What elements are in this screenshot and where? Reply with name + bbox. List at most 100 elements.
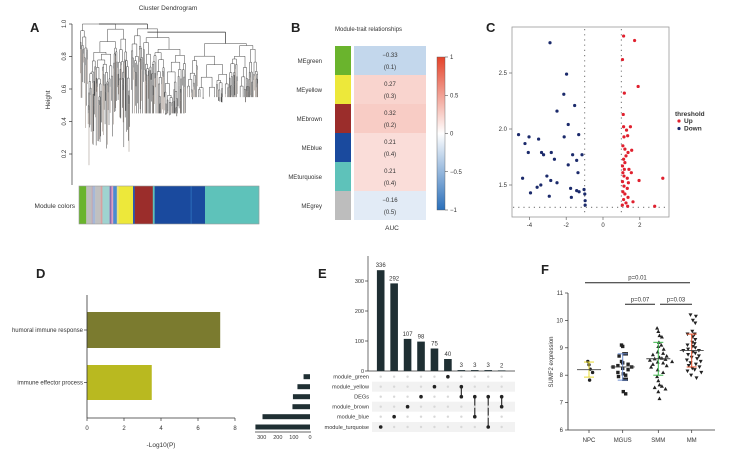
intersection-value-label: 75: [431, 342, 438, 348]
panel-d-enrichment-bars: humoral immune response immune effector p…: [12, 295, 237, 449]
bar: [87, 365, 152, 400]
matrix-dot-inactive: [460, 415, 463, 418]
heatmap-row: MEturquoise 0.21 (0.4): [288, 162, 426, 191]
module-color-segment: [113, 186, 117, 224]
data-point: [580, 153, 584, 157]
data-point: [616, 363, 620, 368]
matrix-dot-inactive: [460, 405, 463, 408]
data-point: [625, 186, 629, 190]
matrix-dot-inactive: [487, 415, 490, 418]
data-point: [621, 344, 625, 349]
data-point: [624, 154, 628, 158]
y-tick-label: 6: [560, 428, 564, 434]
correlation-value: 0.27: [384, 82, 396, 88]
data-point: [621, 389, 625, 394]
legend-marker: [677, 119, 681, 123]
set-label: module_blue: [337, 415, 369, 421]
data-point: [659, 384, 664, 388]
data-point: [569, 195, 573, 199]
data-point: [620, 180, 625, 184]
row-label: MEblue: [302, 146, 323, 152]
data-point: [621, 112, 625, 117]
intersection-value-label: 98: [418, 335, 425, 341]
data-point: [636, 84, 640, 89]
y-tick-label: 10: [556, 318, 563, 324]
data-point: [573, 103, 577, 108]
data-point: [616, 370, 620, 375]
data-point: [622, 34, 626, 38]
legend-title: threshold: [675, 111, 705, 118]
data-point: [695, 357, 700, 361]
set-size-bar: [292, 404, 310, 410]
matrix-dot-inactive: [446, 385, 450, 388]
panel-b-heatmap: Module-trait relationships MEgreen −0.33 (0…: [288, 27, 462, 232]
y-axis-label: SUMF2 expression: [549, 336, 555, 387]
colorbar: [436, 56, 446, 211]
y-tick-label: 8: [560, 373, 564, 379]
matrix-dot-inactive: [379, 385, 382, 388]
x-tick-label: SMM: [651, 438, 665, 444]
intersection-value-label: 3: [473, 363, 477, 369]
panel-e-upset: 0 100 200 300 336 292 107 98 75 40 3 3 3 2 module_gree…: [255, 256, 515, 441]
heatmap-cell: [354, 133, 426, 162]
row-label: MEturquoise: [288, 175, 322, 181]
series-down: [516, 41, 587, 207]
intersection-value-label: 292: [389, 276, 400, 282]
data-point: [555, 109, 559, 113]
set-size-bar: [262, 414, 310, 420]
data-point: [650, 362, 655, 366]
data-point: [571, 153, 575, 157]
module-color-segment: [190, 186, 192, 224]
data-point: [696, 354, 701, 359]
y-tick-label: 0.2: [62, 149, 68, 158]
x-tick-label: NPC: [583, 438, 596, 444]
data-point: [555, 181, 559, 185]
set-size-bar: [292, 394, 310, 400]
data-point: [527, 135, 531, 139]
data-point: [622, 157, 626, 161]
x-tick-label: 0: [601, 223, 605, 229]
matrix-dot-active: [472, 394, 477, 399]
data-point: [693, 362, 698, 367]
matrix-dot-inactive: [392, 385, 396, 388]
x-tick-label: MGUS: [614, 438, 632, 444]
matrix-dot-inactive: [446, 405, 450, 408]
data-point: [694, 376, 699, 380]
data-point: [686, 364, 691, 368]
data-point: [663, 386, 668, 391]
data-point: [621, 144, 625, 148]
module-color-segment: [91, 186, 93, 224]
data-point: [545, 174, 549, 178]
data-point: [620, 57, 625, 62]
data-point: [627, 167, 631, 171]
data-point: [664, 363, 669, 368]
data-point: [693, 314, 698, 319]
p-value-label: p=0.07: [631, 297, 650, 303]
module-color-swatch: [335, 104, 351, 133]
chart-title: Cluster Dendrogram: [139, 5, 198, 12]
data-point: [623, 147, 627, 151]
x-tick-label: 0: [85, 426, 89, 432]
data-point: [575, 158, 579, 162]
intersection-value-label: 336: [376, 263, 387, 269]
data-point: [622, 184, 626, 188]
p-value: (0.3): [384, 94, 396, 100]
x-tick-label: 8: [233, 426, 237, 432]
x-tick-label: 6: [196, 426, 200, 432]
intersection-value-label: 3: [460, 363, 464, 369]
y-tick-label: 0.8: [62, 52, 68, 61]
matrix-dot-inactive: [392, 425, 396, 429]
matrix-dot-inactive: [419, 375, 423, 378]
module-color-segment: [134, 186, 153, 224]
data-point: [661, 351, 666, 355]
data-point: [548, 41, 552, 45]
data-point: [657, 333, 662, 338]
intersection-bar: [376, 270, 385, 371]
module-color-bar-frame: [78, 185, 260, 225]
matrix-dot-inactive: [500, 425, 503, 429]
data-point: [547, 194, 551, 198]
module-color-segment: [92, 186, 96, 224]
data-point: [549, 150, 553, 155]
data-point: [623, 192, 627, 196]
x-axis-label: AUC: [385, 225, 399, 232]
